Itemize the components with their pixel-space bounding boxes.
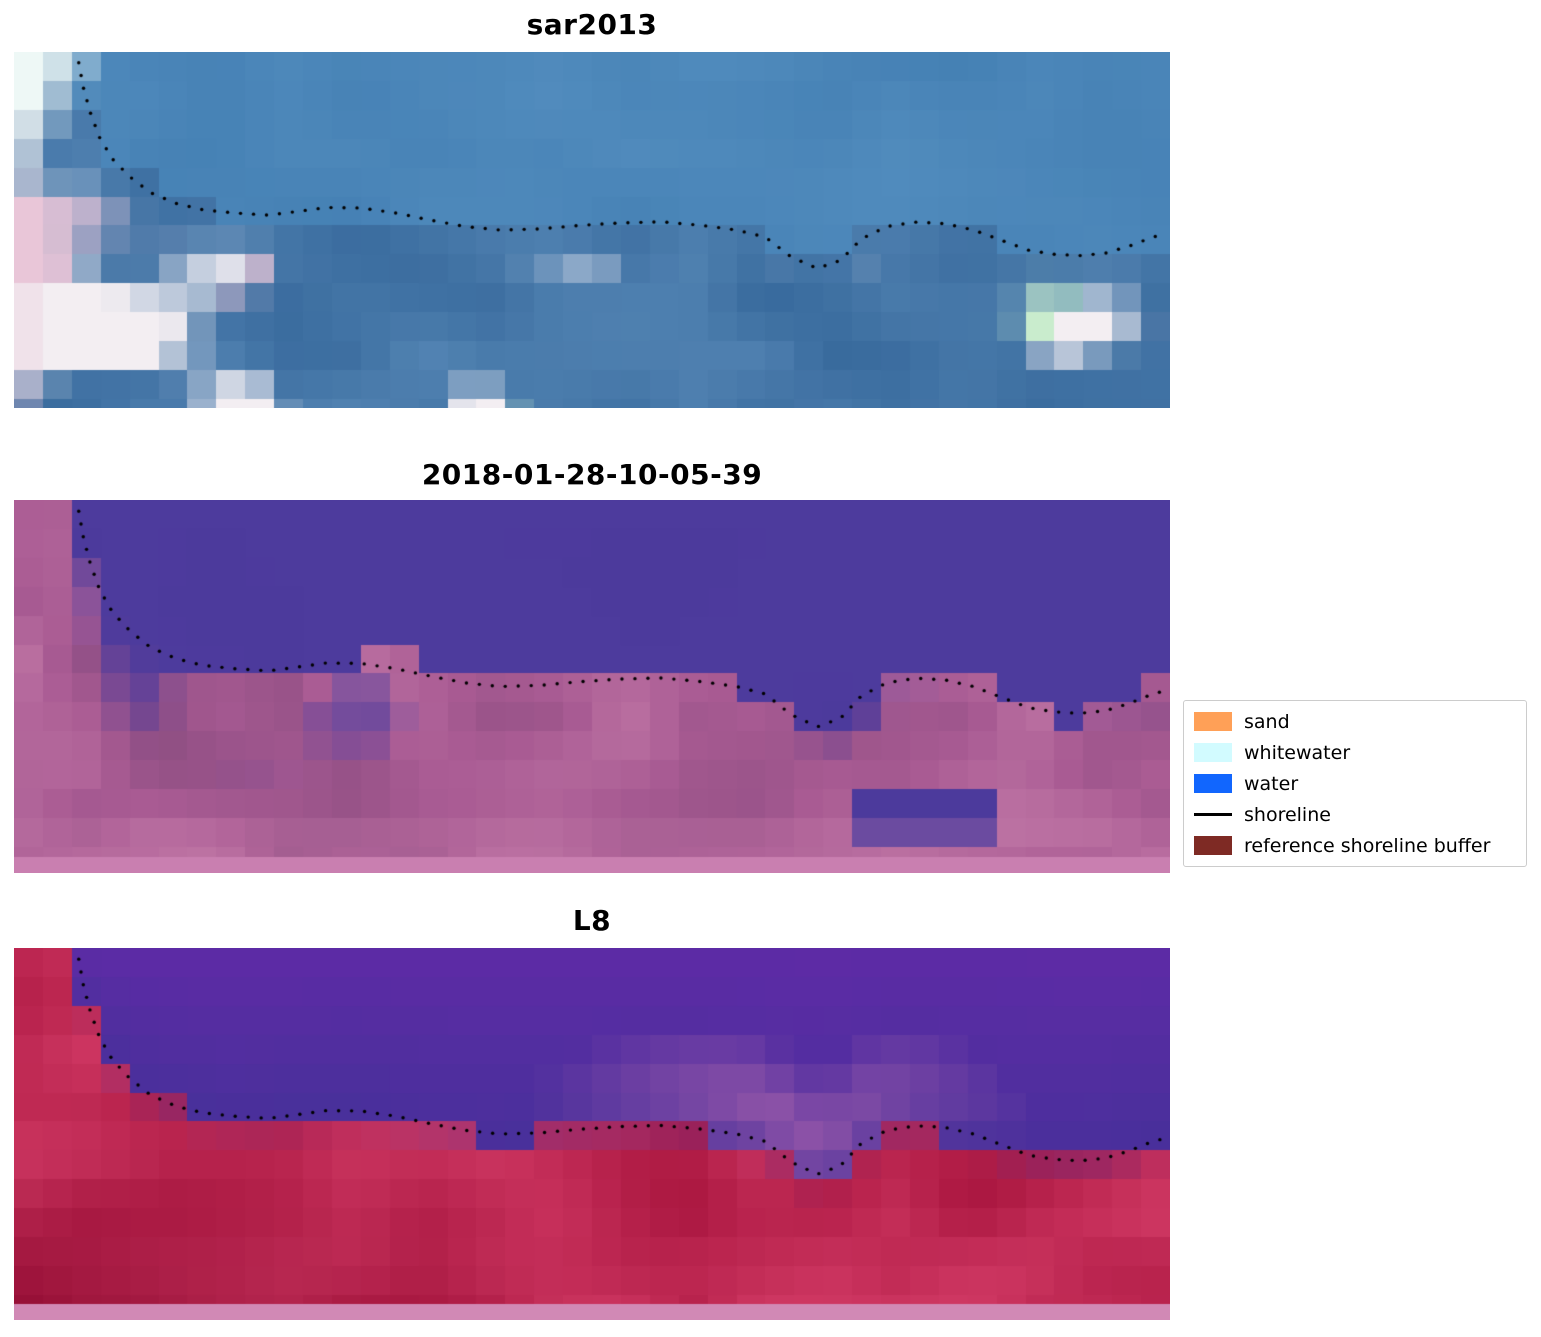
- legend-item-whitewater: whitewater: [1194, 741, 1516, 764]
- water-color-swatch: [1194, 774, 1232, 793]
- legend-item-water: water: [1194, 772, 1516, 795]
- legend-item-reference-shoreline-buffer: reference shoreline buffer: [1194, 834, 1516, 857]
- panel-image-l8: [14, 948, 1170, 1320]
- legend-label-reference-shoreline-buffer: reference shoreline buffer: [1244, 834, 1491, 857]
- whitewater-color-swatch: [1194, 743, 1232, 762]
- legend-label-water: water: [1244, 772, 1299, 795]
- panel-image-sar2013: [14, 52, 1170, 408]
- panel-title-classified: 2018-01-28-10-05-39: [421, 458, 763, 491]
- panel-image-classified: [14, 500, 1170, 873]
- shoreline-line-swatch: [1194, 805, 1232, 824]
- panel-title-l8: L8: [572, 904, 612, 937]
- legend-item-sand: sand: [1194, 710, 1516, 733]
- reference-shoreline-buffer-color-swatch: [1194, 836, 1232, 855]
- legend: sand whitewater water shoreline referenc…: [1183, 700, 1527, 867]
- legend-item-shoreline: shoreline: [1194, 803, 1516, 826]
- panel-title-sar2013: sar2013: [526, 8, 658, 41]
- sand-color-swatch: [1194, 712, 1232, 731]
- legend-label-shoreline: shoreline: [1244, 803, 1331, 826]
- legend-label-sand: sand: [1244, 710, 1290, 733]
- legend-label-whitewater: whitewater: [1244, 741, 1351, 764]
